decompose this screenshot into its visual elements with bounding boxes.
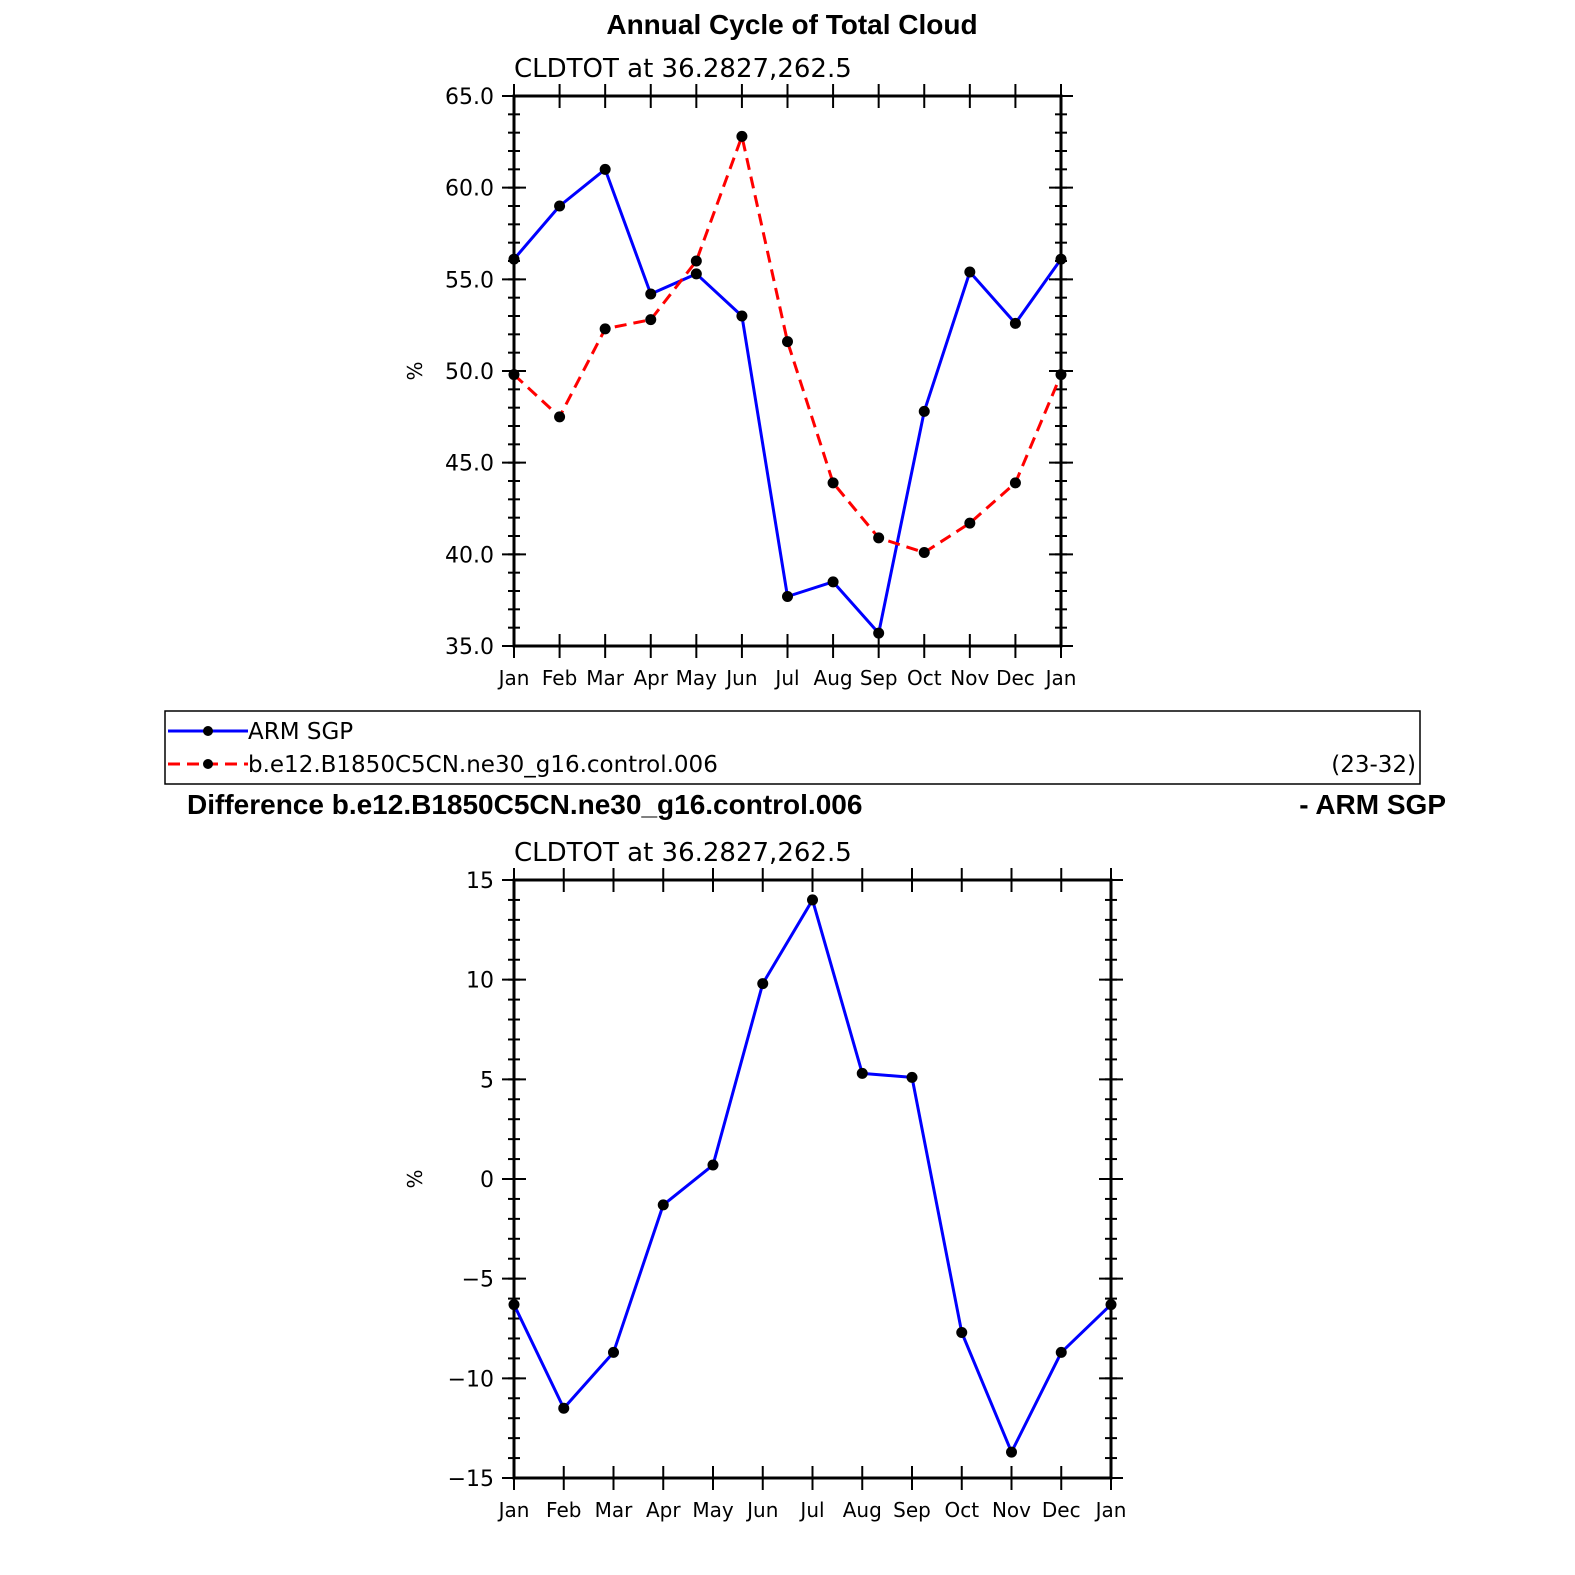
x-tick-label: Apr <box>646 1498 681 1522</box>
y-tick-label: −10 <box>448 1367 494 1392</box>
y-tick-label: 35.0 <box>445 635 494 660</box>
data-point <box>873 532 885 544</box>
top-chart-title: Annual Cycle of Total Cloud <box>606 9 977 40</box>
x-tick-label: Sep <box>893 1498 931 1522</box>
legend: ARM SGP b.e12.B1850C5CN.ne30_g16.control… <box>164 710 1421 785</box>
data-point <box>554 411 566 423</box>
data-point <box>554 200 566 212</box>
y-tick-label: 15 <box>466 869 494 894</box>
data-point <box>707 1159 719 1171</box>
data-point <box>1006 1446 1017 1458</box>
y-axis-label: % <box>403 1169 427 1188</box>
x-tick-label: Feb <box>546 1498 581 1522</box>
data-point <box>508 253 520 265</box>
data-point <box>736 130 748 142</box>
data-point <box>508 1299 520 1311</box>
plot-frame-1 <box>512 878 1113 1480</box>
legend-label-model: b.e12.B1850C5CN.ne30_g16.control.006 <box>248 752 718 778</box>
data-point <box>827 477 839 489</box>
data-point <box>657 1199 669 1211</box>
x-tick-label: Dec <box>996 666 1035 690</box>
data-point <box>964 266 976 278</box>
y-tick-label: 45.0 <box>445 452 494 477</box>
top-plot-area: 35.0 40.0 45.0 50.0 55.0 60.0 65.0 Jan Feb Mar Apr… <box>403 84 1076 690</box>
x-tick-label: Nov <box>992 1498 1031 1522</box>
data-point <box>599 163 611 175</box>
data-point <box>757 978 769 990</box>
bottom-chart-title: Difference b.e12.B1850C5CN.ne30_g16.cont… <box>187 789 862 820</box>
data-point <box>1055 369 1067 381</box>
y-tick-label: 40.0 <box>445 543 494 568</box>
data-point <box>690 268 702 280</box>
y-tick-label: 55.0 <box>445 268 494 293</box>
x-tick-label: Apr <box>633 666 668 690</box>
x-tick-label: Nov <box>950 666 989 690</box>
x-tick-label: Jan <box>1094 1498 1127 1522</box>
legend-years-label: (23-32) <box>1331 752 1416 778</box>
legend-label-arm-sgp: ARM SGP <box>248 719 353 745</box>
legend-marker-arm-sgp <box>203 726 213 736</box>
data-point <box>956 1326 968 1338</box>
bottom-chart-title-right: - ARM SGP <box>1299 789 1446 820</box>
x-tick-label: Jul <box>773 666 799 690</box>
x-tick-label: May <box>676 666 718 690</box>
data-point <box>608 1346 619 1358</box>
x-tick-label: Jun <box>724 666 757 690</box>
y-tick-label: 5 <box>480 1068 494 1093</box>
y-axis-label: % <box>403 361 427 380</box>
top-chart-subtitle: CLDTOT at 36.2827,262.5 <box>514 54 852 84</box>
x-tick-label: Jun <box>745 1498 778 1522</box>
data-point <box>873 627 885 639</box>
x-tick-label: Mar <box>586 666 625 690</box>
x-tick-label: Oct <box>944 1498 979 1522</box>
x-tick-label: Feb <box>542 666 577 690</box>
x-tick-label: Jul <box>798 1498 824 1522</box>
y-tick-label: 60.0 <box>445 177 494 202</box>
data-point <box>736 310 748 322</box>
data-point <box>782 591 793 602</box>
data-point <box>782 336 793 348</box>
x-tick-label: Dec <box>1042 1498 1081 1522</box>
data-point <box>827 576 839 588</box>
data-point <box>1009 477 1021 489</box>
y-tick-label: 10 <box>466 969 494 994</box>
data-point <box>645 314 657 326</box>
data-point <box>964 517 976 529</box>
x-tick-label: May <box>692 1498 734 1522</box>
y-tick-label: 0 <box>480 1168 494 1193</box>
data-point <box>1055 253 1067 265</box>
data-point <box>856 1067 868 1079</box>
x-tick-label: Aug <box>814 666 853 690</box>
bottom-chart-subtitle: CLDTOT at 36.2827,262.5 <box>514 838 852 868</box>
data-point <box>690 255 702 267</box>
legend-marker-model <box>203 759 213 769</box>
data-point <box>508 369 520 381</box>
data-point <box>918 405 930 417</box>
series-line-0 <box>512 167 1063 635</box>
x-tick-label: Aug <box>843 1498 882 1522</box>
data-point <box>645 288 657 300</box>
data-point <box>918 547 930 558</box>
data-point <box>906 1071 918 1083</box>
data-point <box>599 323 611 335</box>
x-tick-label: Oct <box>907 666 942 690</box>
y-tick-label: −15 <box>448 1467 494 1492</box>
data-point <box>1105 1299 1117 1311</box>
y-tick-label: 50.0 <box>445 360 494 385</box>
data-point <box>1055 1346 1067 1358</box>
x-tick-label: Jan <box>1044 666 1077 690</box>
data-point <box>1009 317 1021 329</box>
series-line-0 <box>512 898 1113 1454</box>
bottom-plot-area: −15 −10 −5 0 5 10 15 Jan Feb Mar Apr May Jun Jul Aug Se… <box>403 868 1126 1522</box>
x-tick-label: Sep <box>860 666 898 690</box>
x-tick-label: Jan <box>497 1498 530 1522</box>
legend-box <box>164 710 1421 785</box>
data-point <box>558 1402 570 1414</box>
x-tick-label: Mar <box>595 1498 634 1522</box>
y-tick-label: −5 <box>462 1268 494 1293</box>
x-tick-label: Jan <box>497 666 530 690</box>
data-point <box>807 894 818 906</box>
y-tick-label: 65.0 <box>445 85 494 110</box>
